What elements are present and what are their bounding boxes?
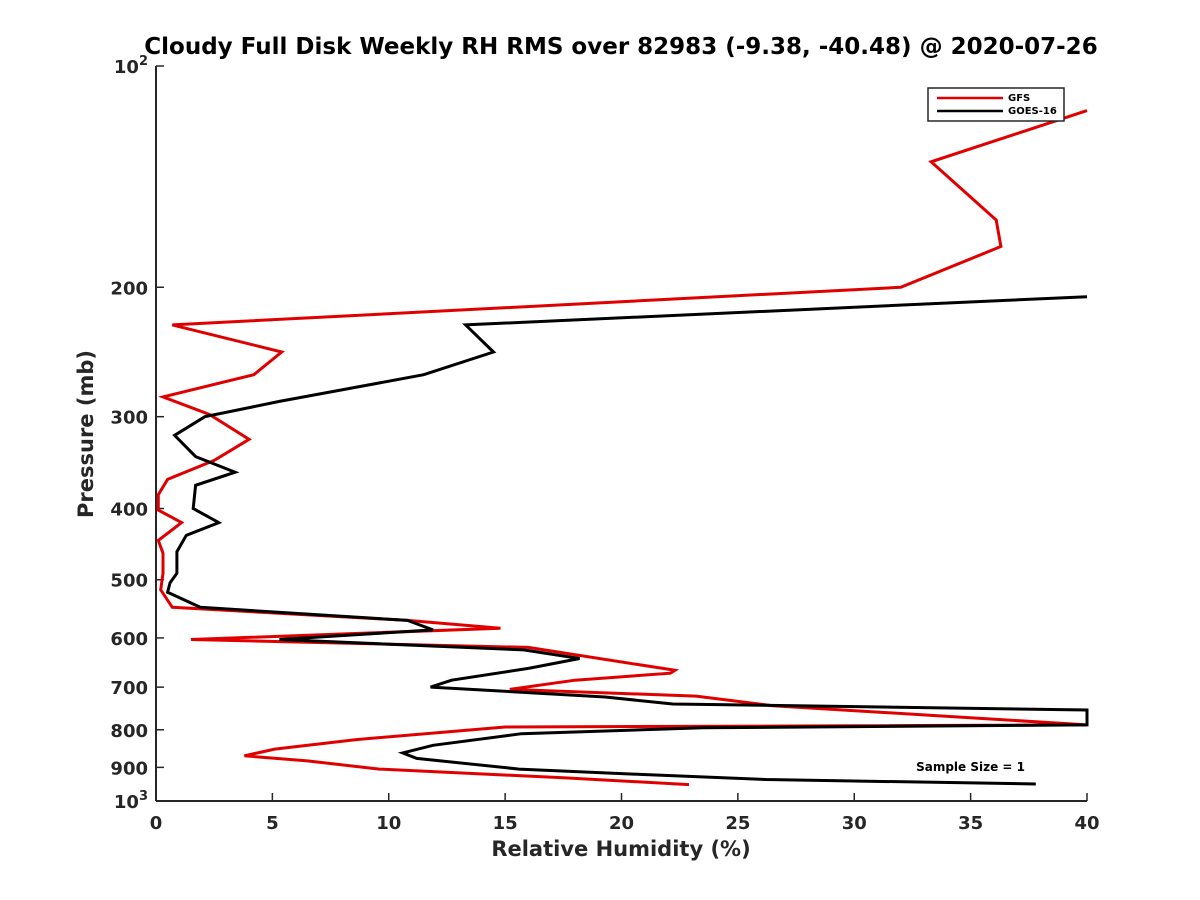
y-tick-base: 800: [110, 721, 148, 742]
y-tick-base: 700: [110, 678, 148, 699]
x-axis-label: Relative Humidity (%): [491, 837, 750, 861]
chart-title: Cloudy Full Disk Weekly RH RMS over 8298…: [144, 34, 1097, 60]
x-tick-label: 35: [958, 813, 983, 834]
x-tick-label: 40: [1074, 813, 1099, 834]
y-tick-base: 900: [110, 758, 148, 779]
y-tick-label: 102: [114, 54, 148, 78]
x-tick-label: 15: [493, 813, 518, 834]
series-line-gfs: [156, 109, 1088, 787]
y-tick-label: 700: [110, 678, 148, 699]
y-tick-label: 300: [110, 408, 148, 429]
x-tick-label: 5: [266, 813, 279, 834]
legend-box: [927, 87, 1065, 122]
y-tick-base: 10: [114, 57, 139, 78]
x-tick-label: 10: [376, 813, 401, 834]
legend-label-gfs: GFS: [1008, 93, 1030, 104]
y-tick-base: 600: [110, 629, 148, 650]
x-tick-label: 25: [725, 813, 750, 834]
y-tick-exponent: 3: [139, 789, 148, 804]
y-tick-label: 200: [110, 278, 148, 299]
y-tick-exponent: 2: [139, 54, 148, 69]
y-tick-base: 10: [114, 792, 139, 813]
y-tick-base: 200: [110, 278, 148, 299]
y-tick-label: 900: [110, 758, 148, 779]
y-tick-label: 600: [110, 629, 148, 650]
x-tick-label: 0: [150, 813, 163, 834]
legend: GFS GOES-16: [927, 87, 1065, 122]
sample-size-annotation: Sample Size = 1: [916, 760, 1025, 774]
y-axis-label: Pressure (mb): [74, 350, 98, 518]
series-line-goes16: [165, 295, 1089, 786]
x-tick-label: 20: [609, 813, 634, 834]
y-tick-base: 500: [110, 571, 148, 592]
y-tick-base: 400: [110, 500, 148, 521]
legend-label-goes16: GOES-16: [1008, 106, 1057, 117]
series-group: [156, 109, 1089, 787]
x-ticks: 0 5 10 15 20 25 30 35 40: [150, 793, 1100, 834]
y-tick-base: 300: [110, 408, 148, 429]
x-tick-label: 30: [842, 813, 867, 834]
y-tick-label: 400: [110, 500, 148, 521]
y-tick-label: 103: [114, 789, 148, 813]
y-tick-label: 500: [110, 571, 148, 592]
y-tick-label: 800: [110, 721, 148, 742]
